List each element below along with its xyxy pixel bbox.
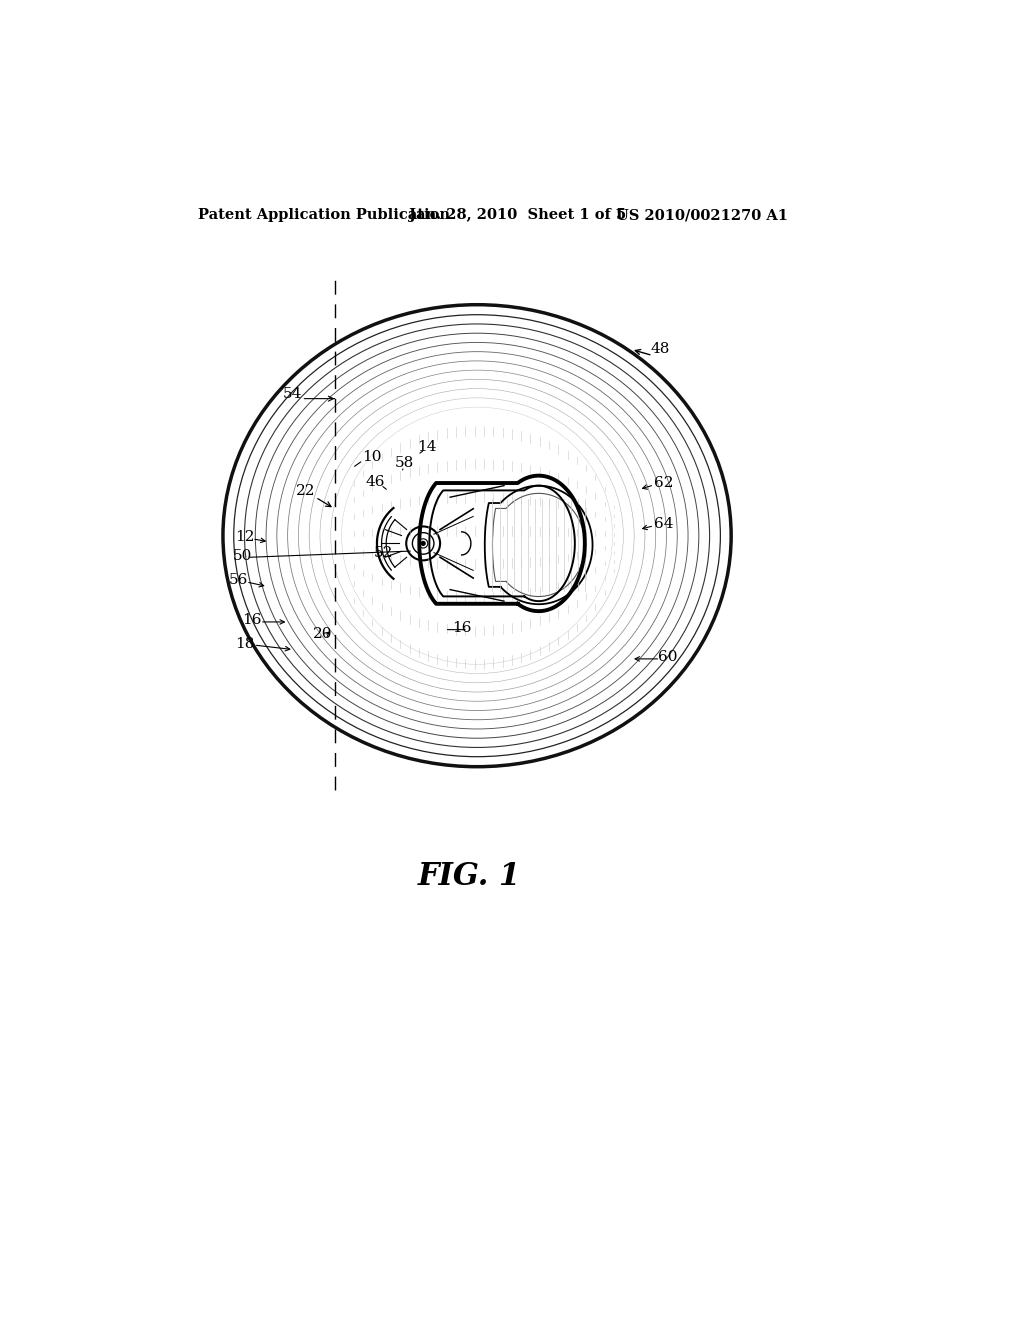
- Text: US 2010/0021270 A1: US 2010/0021270 A1: [615, 209, 787, 223]
- Text: 64: 64: [653, 517, 673, 531]
- Text: 50: 50: [232, 549, 252, 562]
- Text: 10: 10: [361, 450, 381, 465]
- Circle shape: [419, 539, 428, 548]
- Text: 16: 16: [242, 614, 261, 627]
- Text: 12: 12: [234, 531, 254, 544]
- Text: 46: 46: [366, 475, 385, 488]
- Text: 56: 56: [228, 573, 248, 587]
- Text: 48: 48: [650, 342, 670, 356]
- Text: 60: 60: [658, 651, 678, 664]
- Text: 22: 22: [296, 484, 315, 498]
- Circle shape: [421, 541, 425, 545]
- Text: 20: 20: [312, 627, 332, 642]
- Text: Patent Application Publication: Patent Application Publication: [199, 209, 451, 223]
- Text: 18: 18: [234, 636, 254, 651]
- Text: 62: 62: [653, 477, 673, 490]
- Text: 54: 54: [283, 387, 302, 401]
- Text: 16: 16: [452, 622, 471, 635]
- Text: FIG. 1: FIG. 1: [418, 861, 521, 891]
- Text: 14: 14: [417, 440, 437, 454]
- Text: 52: 52: [374, 545, 393, 560]
- Text: 58: 58: [394, 457, 414, 470]
- Text: Jan. 28, 2010  Sheet 1 of 5: Jan. 28, 2010 Sheet 1 of 5: [410, 209, 627, 223]
